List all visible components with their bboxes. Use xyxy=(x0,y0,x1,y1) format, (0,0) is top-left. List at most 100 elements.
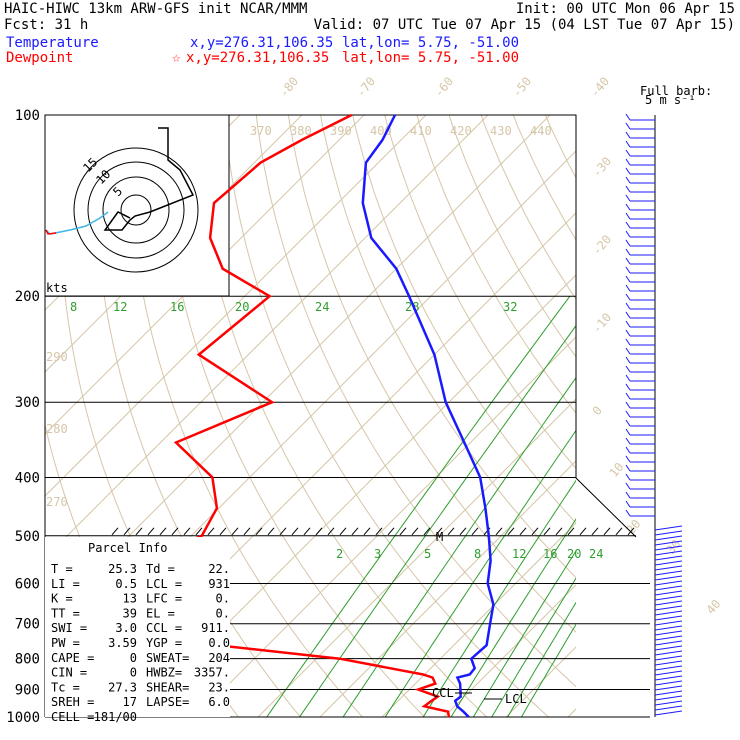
parcel-value: 22. xyxy=(208,562,230,576)
legend-temperature-xy: x,y=276.31,106.35 xyxy=(190,35,333,51)
dry-adiabat-450 xyxy=(658,88,740,730)
theta-label: 380 xyxy=(290,124,312,138)
isotherm-label: -20 xyxy=(590,232,615,258)
wind-barb-flag xyxy=(625,428,631,436)
hatch-mark xyxy=(255,527,263,536)
wind-barb-flag xyxy=(625,392,631,400)
wind-barb-low xyxy=(654,540,683,546)
wind-barb-low xyxy=(654,530,683,536)
parcel-label: SWI = xyxy=(51,621,87,635)
parcel-label: TT = xyxy=(51,606,80,620)
wind-barb-flag xyxy=(625,293,631,301)
hatch-mark xyxy=(411,527,419,536)
wind-barb-flag xyxy=(625,284,631,292)
hatch-mark xyxy=(495,527,503,536)
hatch-mark xyxy=(267,527,275,536)
hatch-mark xyxy=(387,527,395,536)
hatch-mark xyxy=(567,527,575,536)
dry-adiabat-310 xyxy=(223,115,550,717)
isotherm-label: -70 xyxy=(354,74,379,100)
wind-barb-low xyxy=(654,625,683,631)
theta-side-label: 290 xyxy=(46,350,68,364)
chart-title: HAIC-HIWC 13km ARW-GFS init NCAR/MMM xyxy=(4,1,307,17)
parcel-label: CCL = xyxy=(146,621,182,635)
isotherm--30 xyxy=(133,274,576,717)
mixing-ratio-label-upper: 32 xyxy=(503,300,517,314)
hodograph-ring xyxy=(87,161,185,259)
wind-barb-flag xyxy=(625,329,631,337)
wind-barb-low xyxy=(654,590,683,596)
wind-barb-low xyxy=(654,710,683,716)
hatch-mark xyxy=(447,527,455,536)
wind-barb-low xyxy=(654,565,683,571)
isotherm--70 xyxy=(45,115,489,559)
wind-barb-low xyxy=(654,525,683,531)
wind-barb-low xyxy=(654,690,683,696)
ccl-label: CCL xyxy=(432,686,454,700)
isotherm--10 xyxy=(257,398,576,717)
pressure-label-200: 200 xyxy=(15,289,40,305)
mixing-ratio-label-upper: 20 xyxy=(235,300,249,314)
valid-time: Valid: 07 UTC Tue 07 Apr 15 (04 LST Tue … xyxy=(314,17,735,33)
wind-barb-low xyxy=(654,595,683,601)
wind-barb-flag xyxy=(625,491,631,499)
wind-barb-flag xyxy=(625,194,631,202)
mixing-ratio-24 xyxy=(491,577,576,717)
wind-barb-low xyxy=(654,635,683,641)
mixing-ratio-8 xyxy=(384,429,576,717)
parcel-label: Td = xyxy=(146,562,175,576)
parcel-label: SREH = xyxy=(51,695,94,709)
hatch-mark xyxy=(591,527,599,536)
parcel-value: 0 xyxy=(130,651,137,665)
wind-barb-flag xyxy=(625,374,631,382)
wind-barb-flag xyxy=(625,239,631,247)
wind-barb-flag xyxy=(625,455,631,463)
parcel-value: 39 xyxy=(123,606,137,620)
isotherm-label: -80 xyxy=(277,74,302,100)
hatch-mark xyxy=(207,527,215,536)
hatch-mark xyxy=(183,527,191,536)
parcel-label: CAPE = xyxy=(51,651,94,665)
wind-barb-flag xyxy=(625,131,631,139)
parcel-label: CELL = xyxy=(51,710,94,724)
wind-barb-flag xyxy=(625,167,631,175)
theta-label: 420 xyxy=(450,124,472,138)
dry-adiabat-320 xyxy=(255,115,576,688)
hatch-mark xyxy=(111,527,119,536)
wind-barb-low xyxy=(654,555,683,561)
wind-barb-flag xyxy=(625,302,631,310)
barb-unit: 5 m s⁻¹ xyxy=(645,93,696,107)
hatch-mark xyxy=(531,527,539,536)
legend-temperature: Temperature xyxy=(6,35,99,51)
parcel-label: LAPSE= xyxy=(146,695,189,709)
hatch-mark xyxy=(219,527,227,536)
hatch-mark xyxy=(135,527,143,536)
hatch-mark xyxy=(147,527,155,536)
wind-barb-flag xyxy=(625,356,631,364)
wind-barb-low xyxy=(654,650,683,656)
dry-adiabat-350 xyxy=(352,115,576,524)
hatch-mark xyxy=(279,527,287,536)
parcel-label: PW = xyxy=(51,636,80,650)
wind-barb-flag xyxy=(625,464,631,472)
hatch-mark xyxy=(363,527,371,536)
mixing-ratio-label-lower: 5 xyxy=(424,547,431,561)
parcel-label: LI = xyxy=(51,577,80,591)
hodograph-unit: kts xyxy=(46,281,68,295)
isotherm-40 xyxy=(567,708,576,717)
wind-barb-low xyxy=(654,660,683,666)
isotherm--20 xyxy=(195,336,576,717)
hatch-mark xyxy=(171,527,179,536)
wind-barb-flag xyxy=(625,338,631,346)
hatch-mark xyxy=(543,527,551,536)
wind-barb-low xyxy=(654,605,683,611)
lcl-label: LCL xyxy=(505,692,527,706)
pressure-label-500: 500 xyxy=(15,529,40,545)
hatch-mark xyxy=(327,527,335,536)
parcel-label: Tc = xyxy=(51,680,80,694)
theta-label: 410 xyxy=(410,124,432,138)
parcel-value: 3.59 xyxy=(108,636,137,650)
hatch-mark xyxy=(303,527,311,536)
hatch-mark xyxy=(459,527,467,536)
